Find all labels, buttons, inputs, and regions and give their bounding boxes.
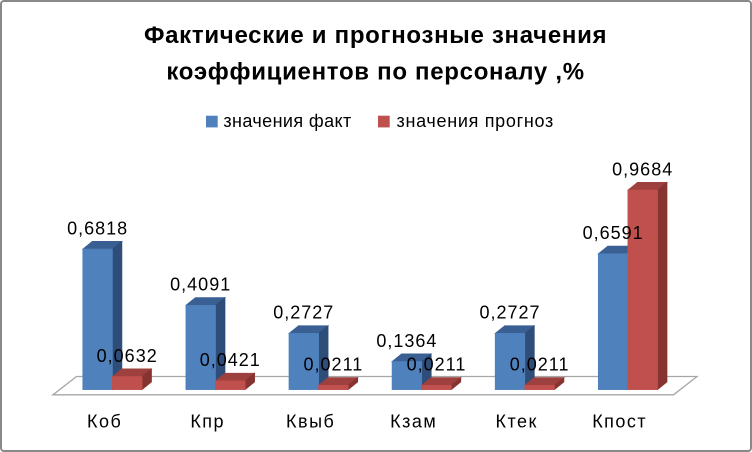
svg-text:0,6591: 0,6591 bbox=[583, 223, 644, 243]
svg-text:Кпр: Кпр bbox=[190, 411, 225, 431]
svg-text:Фактические и прогнозные значе: Фактические и прогнозные значения bbox=[144, 22, 607, 49]
svg-text:Кзам: Кзам bbox=[390, 411, 437, 431]
svg-text:значения факт: значения факт bbox=[223, 111, 351, 131]
svg-text:0,1364: 0,1364 bbox=[376, 331, 437, 351]
svg-text:0,0211: 0,0211 bbox=[407, 355, 467, 375]
svg-text:значения прогноз: значения прогноз bbox=[397, 111, 554, 131]
svg-text:0,0421: 0,0421 bbox=[200, 350, 261, 370]
svg-text:0,0632: 0,0632 bbox=[97, 346, 158, 366]
svg-text:0,6818: 0,6818 bbox=[67, 218, 128, 238]
svg-text:Кпост: Кпост bbox=[592, 411, 647, 431]
svg-text:Ктек: Ктек bbox=[495, 411, 537, 431]
svg-text:0,9684: 0,9684 bbox=[612, 159, 673, 179]
svg-text:коэффициентов по персоналу ,%: коэффициентов по персоналу ,% bbox=[166, 58, 584, 85]
svg-text:Квыб: Квыб bbox=[286, 411, 335, 431]
svg-text:0,2727: 0,2727 bbox=[273, 303, 334, 323]
svg-text:0,2727: 0,2727 bbox=[479, 303, 540, 323]
svg-text:0,0211: 0,0211 bbox=[304, 355, 364, 375]
svg-text:0,4091: 0,4091 bbox=[170, 275, 231, 295]
svg-text:0,0211: 0,0211 bbox=[510, 355, 570, 375]
svg-text:Коб: Коб bbox=[87, 411, 122, 431]
